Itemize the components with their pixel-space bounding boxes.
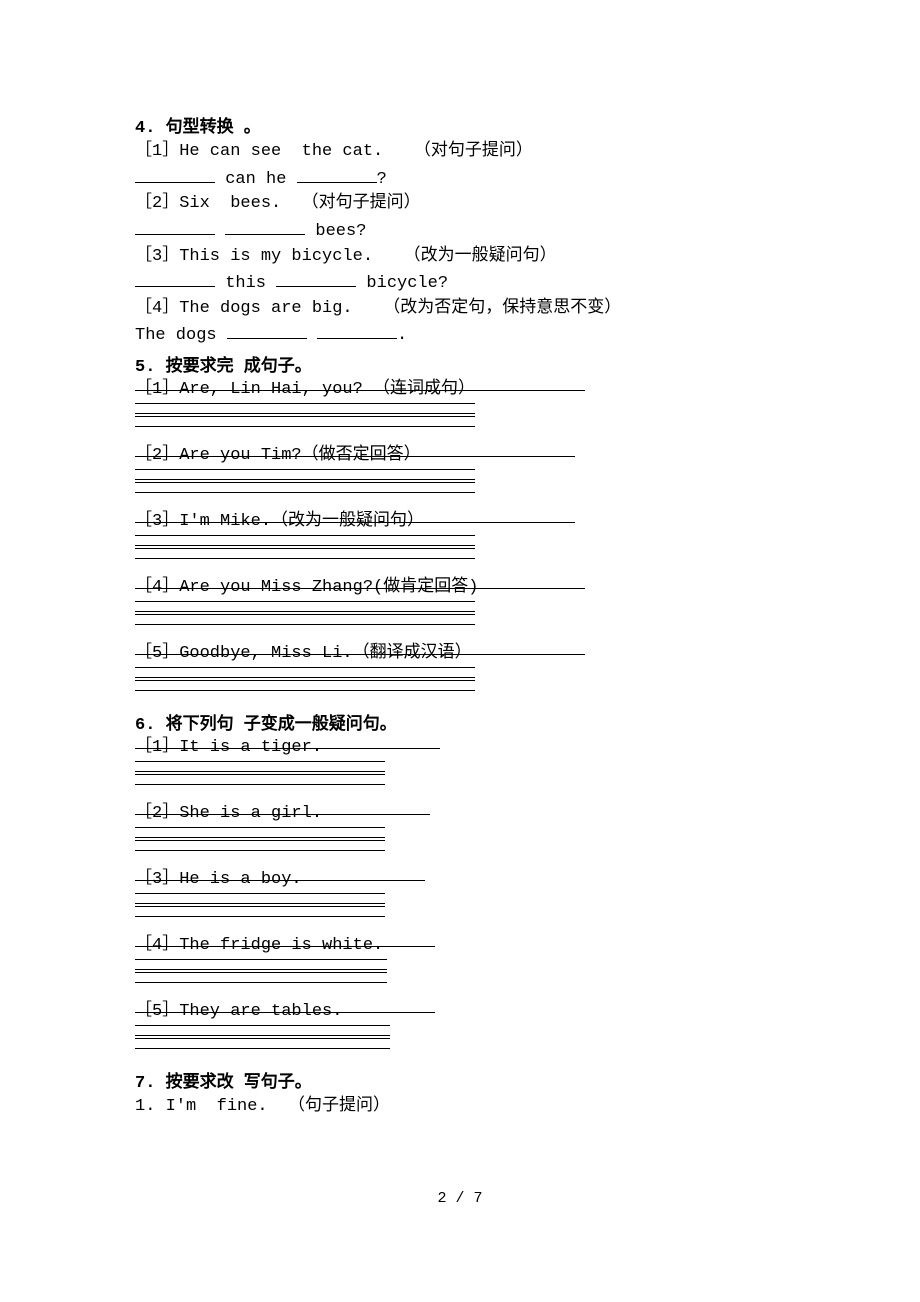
q5-title: 5. 按要求完 成句子。 <box>135 351 785 377</box>
struck-prompt: ［1］Are, Lin Hai, you? （连词成句） <box>135 379 785 401</box>
answer-line <box>135 535 475 546</box>
struck-prompt: ［5］They are tables. <box>135 1001 785 1023</box>
q4-title: 4. 句型转换 。 <box>135 112 785 138</box>
q4-item-answer: this bicycle? <box>135 269 785 297</box>
page-footer: 2 / 7 <box>135 1190 785 1207</box>
struck-prompt: ［5］Goodbye, Miss Li.（翻译成汉语） <box>135 643 785 665</box>
fill-blank <box>317 321 397 339</box>
struck-prompt: ［4］Are you Miss Zhang?(做肯定回答) <box>135 577 785 599</box>
answer-line <box>135 840 385 851</box>
answer-line <box>135 614 475 625</box>
answer-line <box>135 667 475 678</box>
answer-line <box>135 601 475 612</box>
fill-blank <box>276 269 356 287</box>
answer-line <box>135 1038 390 1049</box>
struck-prompt: ［1］It is a tiger. <box>135 737 785 759</box>
fill-blank <box>225 217 305 235</box>
q4-item-prompt: ［4］The dogs are big. （改为否定句，保持意思不变） <box>135 297 785 322</box>
q4-body: ［1］He can see the cat. （对句子提问） can he ?［… <box>135 140 785 349</box>
q7-title: 7. 按要求改 写句子。 <box>135 1067 785 1093</box>
q6-title: 6. 将下列句 子变成一般疑问句。 <box>135 709 785 735</box>
fill-blank <box>135 269 215 287</box>
fill-blank <box>135 217 215 235</box>
struck-prompt: ［3］He is a boy. <box>135 869 785 891</box>
answer-line <box>135 893 385 904</box>
q7-line: 1. I'm fine. （句子提问） <box>135 1095 785 1120</box>
q4-item-answer: can he ? <box>135 165 785 193</box>
answer-line <box>135 1025 390 1036</box>
fill-blank <box>297 165 377 183</box>
answer-line <box>135 906 385 917</box>
answer-line <box>135 548 475 559</box>
struck-prompt: ［2］Are you Tim?（做否定回答） <box>135 445 785 467</box>
q4-item-prompt: ［3］This is my bicycle. （改为一般疑问句） <box>135 245 785 270</box>
q4-item-answer: bees? <box>135 217 785 245</box>
struck-prompt: ［3］I'm Mike.（改为一般疑问句） <box>135 511 785 533</box>
struck-prompt: ［2］She is a girl. <box>135 803 785 825</box>
answer-line <box>135 827 385 838</box>
q5-body: ［1］Are, Lin Hai, you? （连词成句） ［2］Are you T… <box>135 379 785 691</box>
q4-item-prompt: ［1］He can see the cat. （对句子提问） <box>135 140 785 165</box>
answer-line <box>135 761 385 772</box>
answer-line <box>135 972 387 983</box>
answer-line <box>135 774 385 785</box>
q4-item-answer: The dogs . <box>135 321 785 349</box>
q4-item-prompt: ［2］Six bees. （对句子提问） <box>135 192 785 217</box>
document-page: 4. 句型转换 。 ［1］He can see the cat. （对句子提问）… <box>0 0 920 1267</box>
answer-line <box>135 416 475 427</box>
fill-blank <box>135 165 215 183</box>
answer-line <box>135 469 475 480</box>
answer-line <box>135 403 475 414</box>
answer-line <box>135 482 475 493</box>
answer-line <box>135 680 475 691</box>
answer-line <box>135 959 387 970</box>
fill-blank <box>227 321 307 339</box>
q6-body: ［1］It is a tiger. ［2］She is a girl. ［3］He … <box>135 737 785 1049</box>
struck-prompt: ［4］The fridge is white. <box>135 935 785 957</box>
